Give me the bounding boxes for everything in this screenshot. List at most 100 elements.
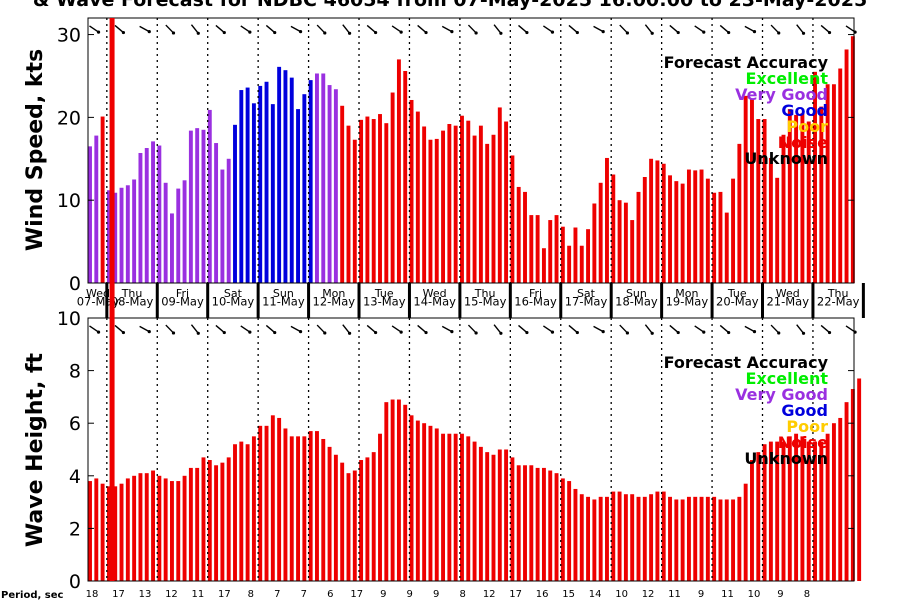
wind-direction-arrow-head [298, 30, 303, 34]
wind-direction-arrow [366, 24, 377, 34]
wave-direction-arrow-head [171, 331, 176, 335]
wind-bar [239, 90, 244, 283]
period-value: 17 [218, 589, 231, 600]
day-label: Sun [273, 287, 294, 300]
wave-bar [668, 496, 672, 581]
period-value: 17 [509, 589, 522, 600]
wave-bar [510, 457, 515, 581]
wave-bar [598, 496, 603, 581]
wind-bar [560, 226, 565, 283]
wave-bar [794, 433, 799, 581]
wind-bar [346, 125, 351, 283]
wind-bar [819, 106, 824, 283]
wave-direction-arrow [265, 324, 276, 334]
wave-bar [460, 433, 464, 581]
wave-bar [441, 433, 446, 581]
wind-direction-arrow [820, 24, 830, 34]
wave-bar [264, 425, 269, 581]
date-label: 17-May [565, 295, 608, 309]
wave-bar [693, 496, 698, 581]
wind-bar [712, 192, 717, 283]
wave-bar [365, 457, 370, 581]
wind-bar [403, 71, 408, 283]
wind-bar [674, 181, 679, 283]
day-separator [508, 283, 512, 318]
wind-ytick-label: 30 [57, 25, 81, 47]
wave-direction-arrow-head [827, 330, 832, 335]
period-value: 17 [112, 589, 125, 600]
wave-bar [188, 467, 193, 581]
wind-direction-arrow [417, 24, 427, 34]
wind-bar [333, 89, 338, 283]
date-label: 09-May [161, 295, 204, 309]
wind-bar [289, 77, 294, 283]
wave-direction-arrow [366, 324, 377, 334]
wind-bar [693, 170, 698, 283]
wind-bar [283, 70, 288, 283]
wind-bar [113, 192, 118, 283]
wave-direction-arrow [391, 325, 402, 333]
wave-direction-arrow-head [499, 331, 503, 335]
day-label: Wed [423, 287, 447, 300]
day-label: Thu [121, 287, 143, 300]
wave-legend-entry: Unknown [744, 449, 828, 468]
wind-ytick-label: 10 [57, 190, 81, 212]
wind-bar [497, 107, 502, 283]
wind-bar [195, 128, 200, 283]
wind-bar [800, 113, 805, 283]
wind-direction-arrow [265, 24, 276, 34]
wave-bar [535, 467, 540, 581]
wave-direction-arrow [796, 324, 805, 334]
wave-bar [466, 436, 471, 581]
wave-bar [94, 478, 99, 581]
wind-bar [415, 111, 420, 283]
wind-direction-arrow [719, 24, 730, 34]
wave-bar [813, 441, 817, 581]
day-separator [407, 283, 411, 318]
wave-legend-entry: Very Good [735, 385, 828, 404]
day-separator [861, 283, 865, 318]
wave-direction-arrow [139, 325, 150, 333]
wave-direction-arrow [669, 324, 679, 334]
now-marker [109, 18, 115, 581]
wave-bar [497, 449, 502, 581]
wave-legend-entry: Noise [778, 433, 828, 452]
wave-direction-arrow-head [121, 330, 126, 335]
date-label: 10-May [212, 295, 255, 309]
wave-bar [226, 457, 231, 581]
wind-bar [541, 248, 546, 283]
wave-bar [567, 481, 572, 581]
period-value: 8 [460, 589, 466, 600]
wave-bar [573, 488, 578, 581]
wave-direction-arrow [89, 325, 99, 333]
wave-bar [270, 415, 275, 581]
now-marker-line [109, 18, 115, 581]
wind-bar [163, 182, 168, 283]
wave-bar [415, 420, 420, 581]
wind-bar [365, 116, 370, 283]
wave-bar [756, 452, 761, 581]
wind-bar [157, 145, 162, 283]
wind-bar [207, 109, 212, 283]
wave-bar [359, 460, 364, 581]
wave-bar [617, 491, 622, 581]
wave-direction-arrow-head [550, 330, 555, 334]
wave-bar [743, 483, 748, 581]
wind-bar [277, 66, 282, 283]
wave-bar [768, 441, 773, 581]
wind-bar [151, 141, 155, 283]
wind-direction-arrow-head [727, 30, 731, 35]
wave-bar [516, 465, 521, 581]
wave-direction-arrow-head [474, 331, 478, 335]
wind-direction-arrow-head [121, 30, 126, 35]
wave-bar [737, 496, 742, 581]
wind-bar [384, 123, 389, 283]
wave-bar [579, 494, 584, 581]
wave-direction-arrow [744, 325, 755, 333]
wind-ytick-label: 0 [69, 273, 81, 295]
wave-bar [327, 446, 332, 581]
wave-bar [302, 436, 307, 581]
wind-bar [724, 212, 729, 283]
wind-bar [756, 119, 761, 283]
wave-bar [630, 494, 635, 581]
